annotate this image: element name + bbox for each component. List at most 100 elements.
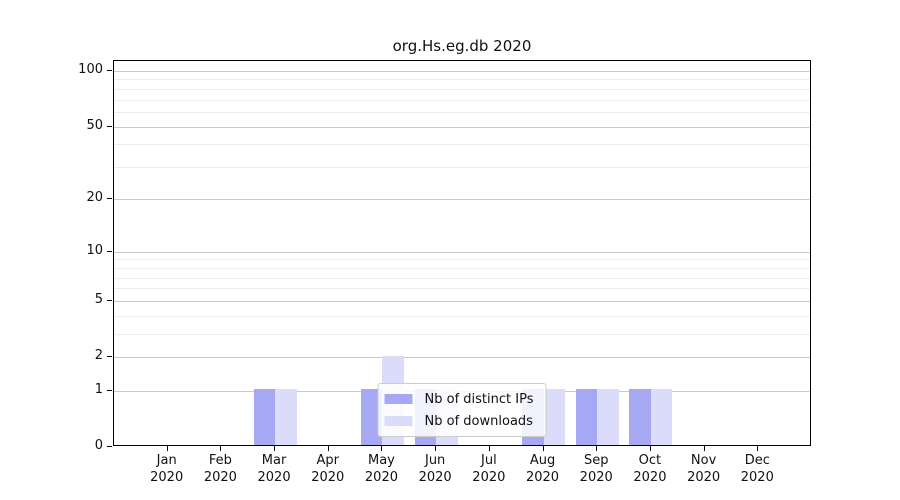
x-tick-label-line: 2020 [257, 470, 291, 485]
gridline-major [114, 357, 810, 359]
y-tick-mark [107, 446, 112, 447]
x-tick-label-line: Apr [316, 453, 340, 468]
gridline-major [114, 301, 810, 303]
x-tick-label: Apr 2020 [298, 452, 358, 486]
x-tick-label-line: 2020 [364, 470, 398, 485]
x-tick-label-line: 2020 [740, 470, 774, 485]
x-tick-mark [381, 446, 383, 451]
bar-nb-of-downloads-aug-2020 [543, 388, 566, 445]
gridline-minor [114, 288, 810, 290]
gridline-minor [114, 112, 810, 114]
y-tick-label: 20 [86, 189, 103, 205]
x-tick-label-line: Dec [744, 453, 770, 468]
legend-swatch-downloads [384, 416, 413, 426]
x-tick-mark [166, 446, 168, 451]
x-tick-mark [435, 446, 437, 451]
x-tick-mark [542, 446, 544, 451]
y-tick-mark [107, 125, 112, 127]
bar-nb-of-distinct-ips-may-2020 [360, 388, 383, 445]
x-tick-label-line: 2020 [311, 470, 345, 485]
chart-title: org.Hs.eg.db 2020 [392, 37, 532, 55]
x-tick-label-line: 2020 [472, 470, 506, 485]
x-tick-label-line: 2020 [633, 470, 667, 485]
x-tick-label-line: Mar [261, 453, 287, 468]
legend-label-downloads: Nb of downloads [424, 413, 533, 429]
gridline-minor [114, 334, 810, 336]
x-tick-label-line: 2020 [150, 470, 184, 485]
y-tick-mark [107, 356, 112, 358]
gridline-minor [114, 267, 810, 269]
y-tick-label: 0 [94, 438, 103, 453]
x-tick-label: Feb 2020 [190, 452, 250, 486]
x-tick-label-line: Jan [156, 453, 177, 468]
x-tick-label-line: 2020 [418, 470, 452, 485]
y-tick-mark [107, 300, 112, 302]
gridline-minor [114, 99, 810, 101]
x-tick-label: Aug 2020 [513, 452, 573, 486]
gridline-major [114, 126, 810, 128]
y-tick-mark [107, 197, 112, 199]
x-tick-label: Dec 2020 [727, 452, 787, 486]
legend: Nb of distinct IPs Nb of downloads [377, 383, 547, 437]
x-tick-label-line: 2020 [687, 470, 721, 485]
legend-label-distinct-ips: Nb of distinct IPs [424, 391, 534, 407]
y-tick-label: 1 [94, 381, 103, 397]
y-tick-label: 5 [94, 292, 103, 308]
gridline-minor [114, 88, 810, 90]
bar-nb-of-downloads-oct-2020 [650, 388, 673, 445]
x-tick-label: Mar 2020 [244, 452, 304, 486]
bar-nb-of-downloads-sep-2020 [597, 388, 619, 445]
bar-nb-of-distinct-ips-mar-2020 [253, 388, 276, 445]
legend-item-downloads: Nb of downloads [384, 410, 534, 432]
x-tick-label-line: May [368, 453, 395, 468]
y-tick-mark [107, 70, 112, 71]
gridline-minor [114, 259, 810, 261]
gridline-major [114, 198, 810, 200]
gridline-minor [114, 315, 810, 317]
x-tick-mark [488, 446, 490, 451]
y-tick-label: 50 [86, 117, 103, 133]
x-tick-label: Jun 2020 [405, 452, 465, 486]
x-tick-label-line: 2020 [203, 470, 237, 485]
x-tick-label-line: 2020 [525, 470, 560, 485]
x-tick-label-line: Oct [638, 453, 662, 468]
gridline-minor [114, 277, 810, 279]
x-tick-mark [274, 446, 276, 451]
x-tick-label: May 2020 [351, 452, 411, 486]
y-tick-label: 2 [94, 348, 103, 364]
x-tick-mark [596, 446, 598, 451]
legend-swatch-distinct-ips [384, 394, 413, 404]
x-tick-label-line: Sep [583, 453, 609, 468]
x-tick-label: Jul 2020 [459, 452, 519, 486]
x-tick-label: Jan 2020 [137, 452, 197, 486]
bar-nb-of-distinct-ips-sep-2020 [575, 388, 598, 445]
x-tick-label-line: Feb [208, 453, 232, 468]
y-tick-mark [107, 250, 112, 252]
bar-nb-of-downloads-mar-2020 [275, 388, 297, 445]
x-tick-mark [220, 446, 222, 451]
legend-item-distinct-ips: Nb of distinct IPs [384, 388, 534, 410]
gridline-minor [114, 167, 810, 169]
bar-nb-of-distinct-ips-oct-2020 [629, 388, 651, 445]
gridline-minor [114, 144, 810, 146]
plot-area: Nb of distinct IPs Nb of downloads [113, 60, 811, 446]
x-tick-label-line: Aug [529, 453, 556, 468]
x-tick-label-line: Nov [690, 453, 717, 468]
y-tick-label: 10 [86, 242, 103, 258]
gridline-major [114, 71, 810, 72]
x-tick-mark [757, 446, 759, 451]
gridline-minor [114, 79, 810, 81]
x-tick-mark [703, 446, 705, 451]
y-tick-mark [107, 389, 112, 391]
x-tick-label: Nov 2020 [674, 452, 734, 486]
x-tick-label-line: Jul [481, 453, 497, 468]
gridline-major [114, 251, 810, 253]
x-tick-label-line: 2020 [579, 470, 613, 485]
y-tick-label: 100 [78, 62, 103, 77]
x-tick-mark [327, 446, 329, 451]
x-tick-mark [649, 446, 651, 451]
x-tick-label: Oct 2020 [620, 452, 680, 486]
x-tick-label-line: Jun [424, 453, 446, 468]
x-tick-label: Sep 2020 [566, 452, 626, 486]
